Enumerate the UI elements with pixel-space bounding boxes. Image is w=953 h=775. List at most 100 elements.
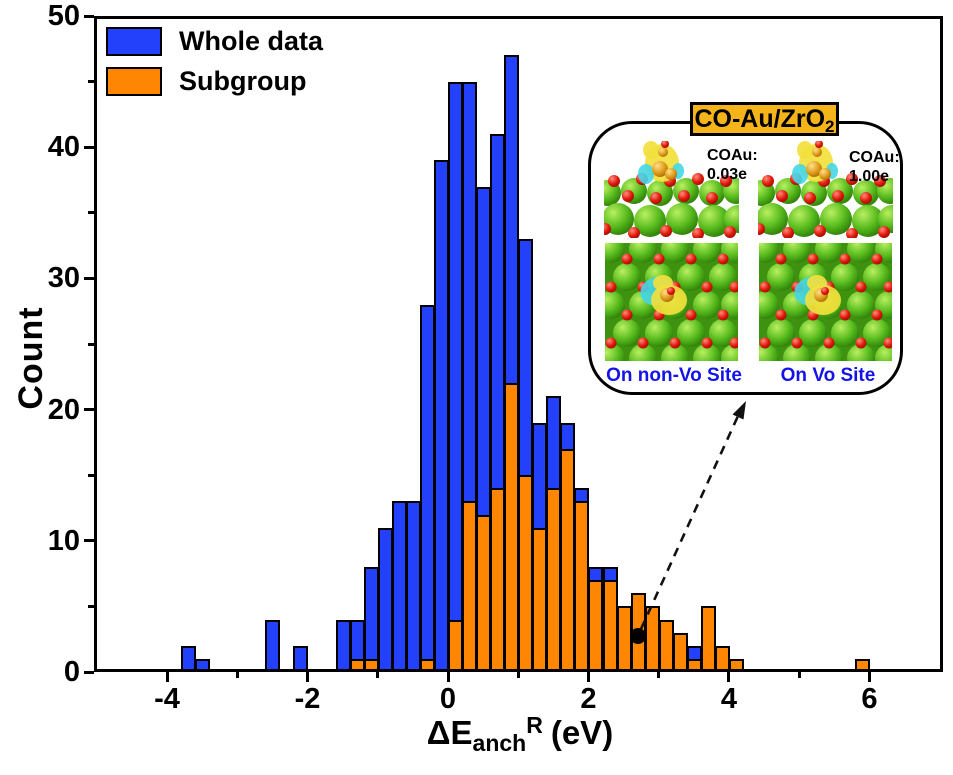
histogram-bar-subgroup bbox=[588, 580, 603, 672]
y-axis-tick-label: 10 bbox=[47, 524, 80, 557]
histogram-bar-whole-data bbox=[434, 160, 449, 672]
site-label-vo: On Vo Site bbox=[780, 365, 876, 386]
au-cluster-with-isosurface bbox=[638, 140, 684, 184]
histogram-bar-subgroup bbox=[659, 620, 674, 672]
histogram-bar-subgroup bbox=[574, 501, 589, 672]
histogram-bar-subgroup bbox=[350, 659, 365, 672]
histogram-bar-subgroup bbox=[687, 659, 702, 672]
x-axis-major-tick bbox=[446, 672, 450, 682]
c-atom bbox=[658, 147, 668, 157]
side-view-structure-non-vo bbox=[595, 140, 752, 240]
histogram-bar-whole-data bbox=[181, 646, 196, 672]
y-axis-minor-tick bbox=[88, 342, 94, 346]
charge-label-vo: COAu: 1.00e bbox=[849, 148, 909, 186]
dft-top-view-image bbox=[751, 235, 903, 372]
histogram-bar-whole-data bbox=[265, 620, 280, 672]
legend-row-subgroup: Subgroup bbox=[106, 66, 323, 97]
histogram-bar-whole-data bbox=[406, 501, 421, 672]
au-atom bbox=[652, 161, 668, 177]
charge-label-vo-species: COAu: bbox=[849, 149, 900, 166]
histogram-bar-subgroup bbox=[546, 488, 561, 672]
x-axis-major-tick bbox=[306, 672, 310, 682]
adsorbate-cluster-isosurface bbox=[794, 275, 841, 315]
charge-label-non-vo-species: COAu: bbox=[707, 147, 758, 164]
x-axis-title: ΔEanchR (eV) bbox=[320, 712, 720, 757]
dft-top-view-image bbox=[597, 235, 749, 372]
y-axis-major-tick bbox=[84, 670, 94, 674]
y-axis-tick-label: 40 bbox=[47, 131, 80, 164]
histogram-bar-whole-data bbox=[378, 528, 393, 672]
y-axis-major-tick bbox=[84, 539, 94, 543]
au-cluster-with-isosurface bbox=[792, 140, 838, 184]
site-label-non-vo: On non-Vo Site bbox=[606, 365, 742, 386]
y-axis-minor-tick bbox=[88, 80, 94, 84]
o-atom-grid bbox=[605, 253, 741, 349]
charge-label-vo-value: 1.00e bbox=[849, 168, 890, 185]
x-axis-tick-label: 2 bbox=[580, 683, 597, 715]
histogram-bar-subgroup bbox=[855, 659, 870, 672]
x-axis-major-tick bbox=[867, 672, 871, 682]
inset-title-main: CO-Au/ZrO bbox=[694, 105, 826, 133]
histogram-bar-subgroup bbox=[504, 383, 519, 672]
x-axis-major-tick bbox=[165, 672, 169, 682]
histogram-bar-whole-data bbox=[420, 305, 435, 672]
histogram-bar-subgroup bbox=[532, 528, 547, 672]
isosurface-yellow-lobe bbox=[797, 141, 813, 159]
top-view-structure-non-vo bbox=[597, 235, 749, 372]
legend-swatch-subgroup bbox=[106, 67, 162, 96]
charge-label-non-vo-value: 0.03e bbox=[707, 166, 748, 183]
histogram-bar-subgroup bbox=[364, 659, 379, 672]
zr-atom-row-front bbox=[753, 203, 906, 240]
histogram-bar-subgroup bbox=[490, 488, 505, 672]
legend-row-whole-data: Whole data bbox=[106, 26, 323, 57]
isosurface-cyan bbox=[638, 164, 654, 184]
x-axis-title-subscript: anch bbox=[472, 730, 527, 756]
o-atom-row-top bbox=[762, 173, 886, 204]
inset-structure-panel: COAu: 0.03e COAu: 1.00e On non-Vo Site O… bbox=[588, 121, 906, 395]
isosurface-cyan bbox=[792, 164, 808, 184]
y-axis-tick-label: 50 bbox=[47, 0, 80, 32]
isosurface-yellow-lobe bbox=[807, 275, 827, 291]
o-atom-co bbox=[815, 140, 823, 148]
legend-label-subgroup: Subgroup bbox=[179, 66, 307, 96]
y-axis-minor-tick bbox=[88, 211, 94, 215]
inset-title: CO-Au/ZrO2 bbox=[690, 102, 839, 136]
histogram-bar-subgroup bbox=[617, 606, 632, 672]
dft-side-view-image bbox=[595, 140, 752, 240]
histogram-bar-subgroup bbox=[603, 580, 618, 672]
au-atom bbox=[665, 168, 677, 180]
histogram-bar-subgroup bbox=[448, 620, 463, 672]
legend-label-whole-data: Whole data bbox=[179, 26, 324, 56]
y-axis-tick-label: 20 bbox=[47, 393, 80, 426]
legend: Whole data Subgroup bbox=[106, 26, 323, 106]
histogram-bar-whole-data bbox=[195, 659, 210, 672]
x-axis-title-superscript: R bbox=[526, 712, 543, 738]
inset-title-subscript: 2 bbox=[825, 117, 835, 136]
x-axis-title-main: ΔE bbox=[426, 714, 473, 751]
x-axis-tick-label: -4 bbox=[154, 683, 180, 715]
y-axis-minor-tick bbox=[88, 604, 94, 608]
x-axis-tick-label: 0 bbox=[439, 683, 457, 715]
x-axis-minor-tick bbox=[657, 672, 661, 678]
zr-atom-row-front bbox=[599, 203, 752, 240]
y-axis-major-tick bbox=[84, 276, 94, 280]
histogram-bar-subgroup bbox=[715, 646, 730, 672]
histogram-bar-whole-data bbox=[392, 501, 407, 672]
histogram-bar-subgroup bbox=[462, 501, 477, 672]
o-atom-co bbox=[667, 287, 675, 295]
x-axis-minor-tick bbox=[516, 672, 520, 678]
x-axis-title-unit: (eV) bbox=[550, 714, 614, 751]
au-atom bbox=[819, 168, 831, 180]
histogram-bar-whole-data bbox=[448, 82, 463, 672]
histogram-bar-subgroup bbox=[701, 606, 716, 672]
x-axis-tick-label: -2 bbox=[294, 683, 321, 715]
histogram-bar-subgroup bbox=[729, 659, 744, 672]
histogram-bar-subgroup bbox=[645, 606, 660, 672]
y-axis-tick-label: 30 bbox=[47, 262, 80, 295]
top-view-structure-vo bbox=[751, 235, 903, 372]
histogram-bar-whole-data bbox=[364, 567, 379, 672]
histogram-bar-subgroup bbox=[476, 515, 491, 672]
x-axis-major-tick bbox=[586, 672, 590, 682]
histogram-bar-subgroup bbox=[518, 475, 533, 672]
histogram-bar-subgroup bbox=[673, 633, 688, 672]
